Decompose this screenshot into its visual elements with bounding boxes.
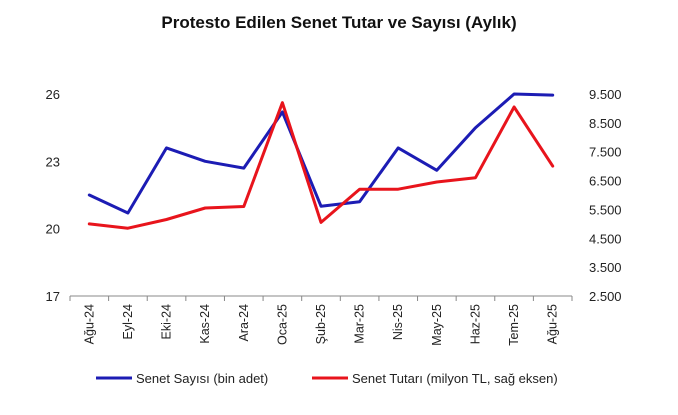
x-tick-label: Ara-24 [237,304,251,342]
y-left-tick-label: 23 [46,154,60,169]
series-lines [87,92,555,230]
x-tick-label: Ağu-25 [546,304,560,344]
y-right-tick-label: 9.500 [589,87,622,102]
y-right-tick-label: 4.500 [589,231,622,246]
x-tick-label: Kas-24 [198,304,212,344]
y-right-tick-label: 6.500 [589,174,622,189]
series-line-senet-sayisi [87,92,555,215]
chart-title: Protesto Edilen Senet Tutar ve Sayısı (A… [161,13,516,32]
x-tick-label: Oca-25 [275,304,289,345]
x-tick-label: Haz-25 [468,304,482,344]
y-right-tick-label: 2.500 [589,289,622,304]
legend-label: Senet Sayısı (bin adet) [136,371,268,386]
y-left-tick-label: 20 [46,222,60,237]
axes: Ağu-24 Eyl-24 Eki-24 Kas-24 Ara-24 Oca-25 Şub-… [46,87,622,346]
x-tick-label: Tem-25 [507,304,521,346]
y-left-tick-label: 26 [46,87,60,102]
y-right-tick-label: 8.500 [589,116,622,131]
x-tick-label: Ağu-24 [82,304,96,344]
x-tick-label: Eki-24 [160,304,174,339]
series-line-senet-tutari [87,101,555,230]
x-tick-label: May-25 [430,304,444,346]
y-right-tick-label: 5.500 [589,202,622,217]
x-tick-label: Nis-25 [391,304,405,340]
x-tick-label: Eyl-24 [121,304,135,339]
y-right-tick-label: 3.500 [589,260,622,275]
x-tick-label: Şub-25 [314,304,328,344]
legend: Senet Sayısı (bin adet) Senet Tutarı (mil… [96,371,558,386]
y-right-tick-label: 7.500 [589,145,622,160]
y-left-tick-label: 17 [46,289,60,304]
legend-label: Senet Tutarı (milyon TL, sağ eksen) [352,371,558,386]
x-tick-label: Mar-25 [353,304,367,344]
